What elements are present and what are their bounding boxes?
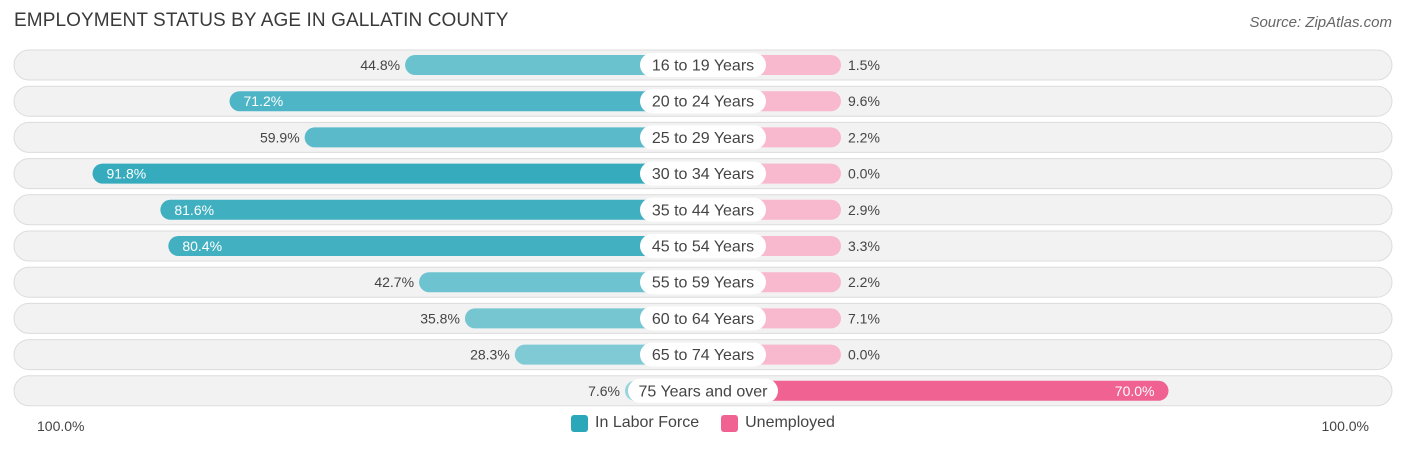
category-label-pill (640, 270, 766, 295)
category-label: 30 to 34 Years (652, 166, 754, 183)
category-label-pill (640, 161, 766, 186)
category-label-pill (640, 197, 766, 222)
labor-force-value-label: 71.2% (244, 93, 284, 109)
labor-force-value-label: 44.8% (360, 57, 400, 73)
category-label: 16 to 19 Years (652, 58, 754, 75)
unemployed-value-label: 70.0% (1115, 383, 1155, 399)
unemployed-value-label: 2.2% (848, 129, 880, 145)
chart-canvas: 16 to 19 Years 44.8% 1.5% 20 to 24 Years 71.… (13, 49, 1393, 407)
category-label: 45 to 54 Years (652, 239, 754, 256)
labor-force-bar (92, 163, 703, 184)
legend-label-labor-force: In Labor Force (595, 414, 700, 431)
labor-force-bar (304, 127, 703, 148)
unemployed-value-label: 1.5% (848, 57, 880, 73)
labor-force-bar (405, 55, 703, 75)
labor-force-value-label: 42.7% (374, 274, 414, 290)
source-note: Source: ZipAtlas.com (1249, 14, 1392, 31)
legend-item-unemployed: Unemployed (721, 414, 835, 432)
labor-force-value-label: 81.6% (174, 202, 214, 218)
unemployed-value-label: 9.6% (848, 93, 880, 109)
labor-force-value-label: 28.3% (470, 347, 510, 363)
legend-label-unemployed: Unemployed (745, 414, 835, 431)
labor-force-value-label: 91.8% (107, 166, 147, 182)
legend-item-labor-force: In Labor Force (571, 414, 699, 432)
labor-force-bar (160, 199, 704, 220)
unemployed-value-label: 0.0% (848, 347, 880, 363)
category-label: 60 to 64 Years (652, 311, 754, 328)
category-label: 20 to 24 Years (652, 94, 754, 111)
unemployed-value-label: 2.9% (848, 202, 880, 218)
category-label-pill (640, 342, 766, 367)
category-label: 75 Years and over (639, 383, 769, 400)
legend: In Labor Force Unemployed (0, 414, 1406, 432)
unemployed-value-label: 7.1% (848, 310, 880, 326)
unemployed-value-label: 3.3% (848, 238, 880, 254)
labor-force-value-label: 35.8% (420, 310, 460, 326)
labor-force-bar (168, 236, 704, 256)
category-label: 65 to 74 Years (652, 347, 754, 364)
axis-label-right: 100.0% (1321, 418, 1369, 434)
labor-force-value-label: 59.9% (260, 129, 300, 145)
axis-label-left: 100.0% (37, 418, 85, 434)
category-label-pill (640, 125, 766, 150)
labor-force-bar (419, 272, 703, 293)
category-label: 55 to 59 Years (652, 275, 754, 292)
category-label-pill (628, 378, 778, 403)
unemployed-value-label: 2.2% (848, 274, 880, 290)
legend-swatch-unemployed (721, 414, 739, 432)
labor-force-value-label: 80.4% (182, 238, 222, 254)
category-label-pill (640, 234, 766, 258)
category-label-pill (640, 89, 766, 114)
chart-title: EMPLOYMENT STATUS BY AGE IN GALLATIN COU… (14, 10, 509, 31)
category-label: 25 to 29 Years (652, 130, 754, 147)
category-label-pill (640, 53, 766, 77)
unemployed-bar (703, 380, 1169, 401)
legend-swatch-labor-force (571, 414, 589, 432)
unemployed-value-label: 0.0% (848, 166, 880, 182)
category-label: 35 to 44 Years (652, 202, 754, 219)
category-label-pill (640, 306, 766, 331)
labor-force-bar (229, 91, 703, 112)
labor-force-value-label: 7.6% (588, 383, 620, 399)
